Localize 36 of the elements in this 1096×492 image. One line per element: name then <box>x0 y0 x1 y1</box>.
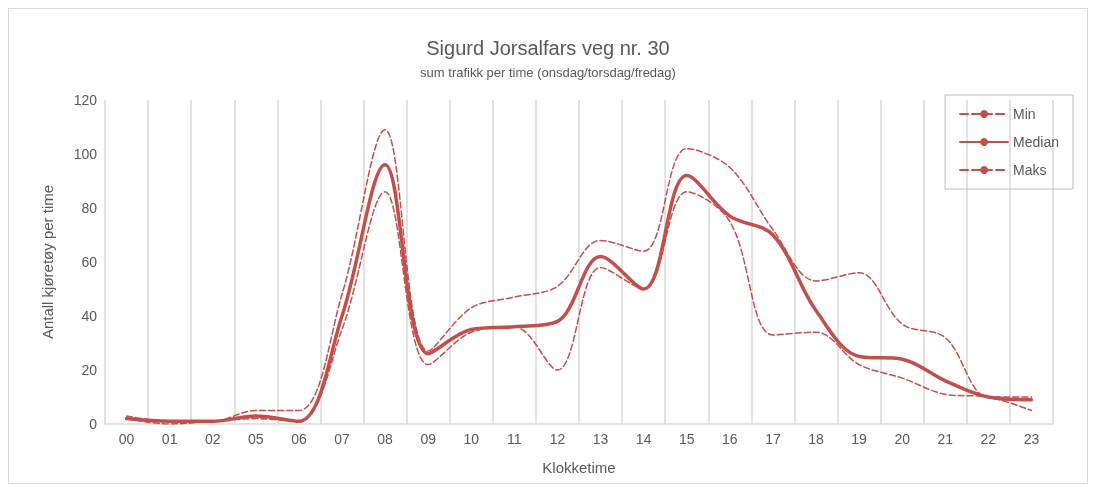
y-tick-label: 20 <box>81 362 98 378</box>
x-tick-label: 07 <box>334 431 350 447</box>
chart-title: Sigurd Jorsalfars veg nr. 30 <box>426 37 670 59</box>
x-axis-title: Klokketime <box>542 459 616 476</box>
y-axis-title: Antall kjøretøy per time <box>39 184 56 340</box>
y-tick-label: 60 <box>81 254 98 270</box>
x-tick-label: 22 <box>980 431 997 447</box>
y-tick-label: 40 <box>81 308 98 324</box>
y-tick-label: 120 <box>73 92 98 108</box>
y-tick-label: 0 <box>89 416 98 432</box>
x-tick-label: 18 <box>808 431 824 447</box>
x-tick-label: 11 <box>507 431 522 447</box>
x-tick-label: 06 <box>291 431 307 447</box>
x-tick-label: 10 <box>463 431 480 447</box>
x-tick-label: 00 <box>118 431 135 447</box>
x-tick-label: 23 <box>1023 431 1040 447</box>
x-tick-label: 13 <box>592 431 609 447</box>
x-tick-label: 19 <box>851 431 868 447</box>
x-tick-label: 02 <box>204 431 221 447</box>
x-tick-label: 15 <box>678 431 695 447</box>
x-tick-label: 17 <box>765 431 781 447</box>
y-tick-label: 80 <box>81 200 98 216</box>
x-tick-label: 08 <box>377 431 394 447</box>
legend-label: Maks <box>1013 162 1047 178</box>
x-tick-label: 12 <box>549 431 566 447</box>
chart-subtitle: sum trafikk per time (onsdag/torsdag/fredag) <box>420 65 676 80</box>
y-tick-label: 100 <box>73 146 98 162</box>
x-tick-label: 01 <box>161 431 178 447</box>
x-tick-label: 14 <box>635 431 652 447</box>
legend-label: Min <box>1013 106 1036 122</box>
x-tick-label: 09 <box>420 431 437 447</box>
legend-label: Median <box>1013 134 1059 150</box>
x-tick-label: 21 <box>937 431 954 447</box>
x-tick-label: 16 <box>722 431 738 447</box>
x-tick-label: 20 <box>894 431 911 447</box>
x-tick-label: 05 <box>248 431 264 447</box>
